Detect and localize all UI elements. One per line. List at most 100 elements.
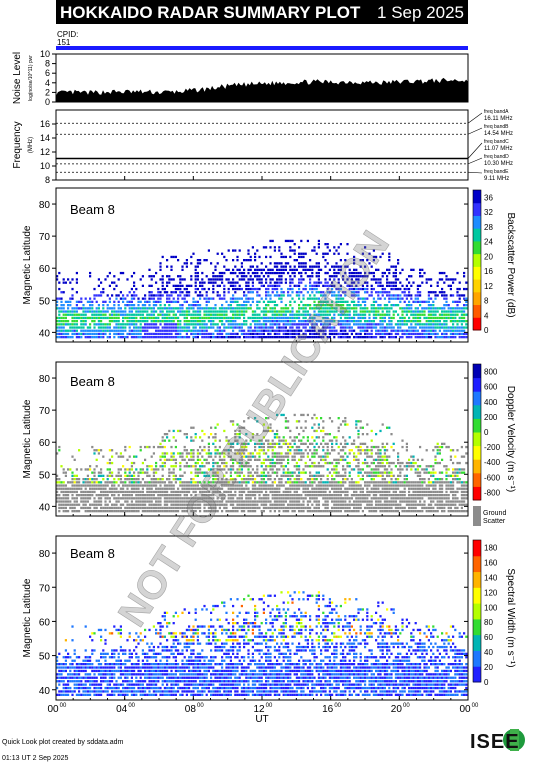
heatmap-cell xyxy=(247,455,250,458)
heatmap-cell xyxy=(172,455,175,458)
heatmap-cell xyxy=(353,287,356,291)
heatmap-cell xyxy=(313,336,316,339)
heatmap-cell xyxy=(150,500,153,503)
heatmap-cell xyxy=(346,455,349,458)
heatmap-cell xyxy=(128,484,131,487)
heatmap-cell xyxy=(234,487,237,490)
heatmap-cell xyxy=(328,510,331,513)
heatmap-cell xyxy=(227,510,230,513)
heatmap-cell xyxy=(315,497,318,500)
heatmap-cell xyxy=(284,442,287,445)
heatmap-cell xyxy=(71,478,74,481)
heatmap-cell xyxy=(128,332,131,336)
freq-band-label: freq bandB xyxy=(484,124,509,130)
heatmap-cell xyxy=(276,503,279,506)
heatmap-cell xyxy=(346,465,349,468)
heatmap-cell xyxy=(276,294,279,297)
heatmap-cell xyxy=(166,326,169,329)
heatmap-cell xyxy=(300,265,303,268)
heatmap-cell xyxy=(324,300,327,303)
heatmap-cell xyxy=(386,326,389,329)
heatmap-cell xyxy=(150,494,153,497)
heatmap-cell xyxy=(69,500,72,503)
heatmap-cell xyxy=(291,239,294,243)
heatmap-cell xyxy=(361,426,364,429)
freq-band-label: freq bandE xyxy=(484,169,509,175)
heatmap-cell xyxy=(276,461,279,465)
heatmap-cell xyxy=(93,468,96,471)
heatmap-cell xyxy=(102,304,105,307)
heatmap-cell xyxy=(152,481,155,484)
heatmap-cell xyxy=(64,329,67,332)
heatmap-cell xyxy=(251,297,254,300)
heatmap-cell xyxy=(223,481,226,484)
heatmap-cell xyxy=(344,320,347,323)
heatmap-cell xyxy=(251,336,254,339)
heatmap-cell xyxy=(317,484,320,487)
heatmap-cell xyxy=(108,487,111,490)
heatmap-cell xyxy=(168,506,171,510)
heatmap-cell xyxy=(317,246,320,249)
heatmap-cell xyxy=(238,297,241,300)
heatmap-cell xyxy=(163,304,166,307)
heatmap-cell xyxy=(214,506,217,510)
heatmap-cell xyxy=(225,484,228,487)
heatmap-cell xyxy=(342,436,345,439)
heatmap-cell xyxy=(339,484,342,487)
heatmap-cell xyxy=(298,320,301,323)
heatmap-cell xyxy=(223,329,226,332)
heatmap-cell xyxy=(293,265,296,268)
heatmap-cell xyxy=(80,506,83,510)
heatmap-cell xyxy=(196,313,199,316)
heatmap-cell xyxy=(212,468,215,471)
heatmap-cell xyxy=(320,313,323,316)
heatmap-cell xyxy=(106,474,109,477)
heatmap-cell xyxy=(247,510,250,513)
heatmap-cell xyxy=(172,326,175,329)
heatmap-cell xyxy=(449,284,452,287)
heatmap-cell xyxy=(408,307,411,310)
heatmap-cell xyxy=(390,332,393,336)
heatmap-cell xyxy=(146,332,149,336)
heatmap-cell xyxy=(60,332,63,336)
heatmap-cell xyxy=(190,503,193,506)
heatmap-cell xyxy=(278,271,281,275)
heatmap-cell xyxy=(355,490,358,494)
heatmap-cell xyxy=(144,484,147,487)
heatmap-cell xyxy=(322,481,325,484)
heatmap-cell xyxy=(284,487,287,490)
heatmap-cell xyxy=(284,332,287,336)
heatmap-cell xyxy=(56,300,59,303)
heatmap-cell xyxy=(183,320,186,323)
heatmap-cell xyxy=(157,445,160,449)
heatmap-cell xyxy=(337,474,340,477)
heatmap-cell xyxy=(322,465,325,468)
heatmap-cell xyxy=(247,284,250,287)
heatmap-cell xyxy=(73,310,76,313)
heatmap-cell xyxy=(247,503,250,506)
heatmap-cell xyxy=(348,313,351,316)
heatmap-cell xyxy=(335,297,338,300)
heatmap-cell xyxy=(287,487,290,490)
heatmap-cell xyxy=(377,268,380,271)
heatmap-cell xyxy=(287,478,290,481)
heatmap-cell xyxy=(282,484,285,487)
heatmap-cell xyxy=(163,329,166,332)
heatmap-cell xyxy=(265,458,268,461)
heatmap-cell xyxy=(311,481,314,484)
heatmap-cell xyxy=(139,494,142,497)
heatmap-cell xyxy=(280,287,283,291)
heatmap-cell xyxy=(357,294,360,297)
heatmap-cell xyxy=(280,481,283,484)
heatmap-cell xyxy=(350,281,353,284)
heatmap-cell xyxy=(366,449,369,452)
heatmap-cell xyxy=(133,326,136,329)
heatmap-cell xyxy=(326,487,329,490)
heatmap-cell xyxy=(238,304,241,307)
heatmap-cell xyxy=(403,316,406,320)
heatmap-cell xyxy=(317,494,320,497)
heatmap-cell xyxy=(260,323,263,326)
heatmap-cell xyxy=(441,307,444,310)
heatmap-cell xyxy=(141,329,144,332)
heatmap-cell xyxy=(234,506,237,510)
